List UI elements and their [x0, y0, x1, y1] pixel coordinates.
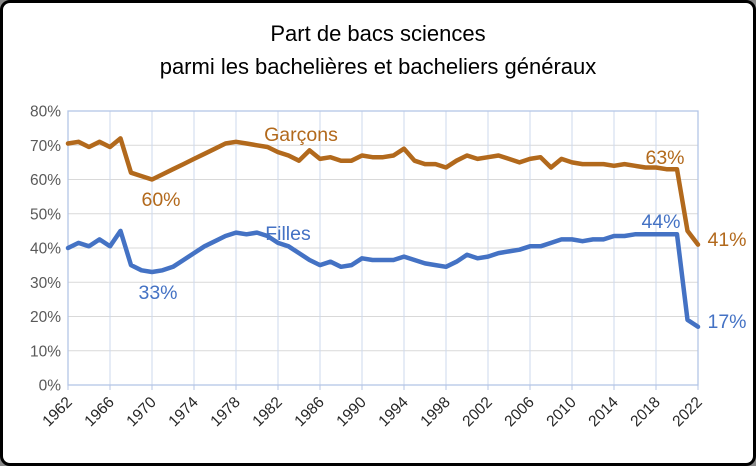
x-tick-label: 1990: [333, 394, 370, 431]
x-tick-label: 2014: [585, 394, 622, 431]
x-tick-label: 1998: [417, 394, 453, 430]
x-tick-label: 1978: [207, 394, 243, 430]
chart-title-line2: parmi les bachelières et bacheliers géné…: [159, 54, 597, 79]
annotation-garons: Garçons: [264, 124, 338, 146]
y-tick-label: 60%: [30, 172, 61, 189]
x-tick-label: 2002: [459, 394, 495, 430]
x-tick-label: 1962: [39, 394, 75, 430]
plot-border: [67, 110, 699, 390]
series-line-filles: [65, 228, 701, 330]
y-axis-labels: 0% 10% 20% 30% 40% 50% 60% 70% 80%: [30, 104, 61, 395]
annotation-41: 41%: [707, 229, 746, 251]
y-tick-label: 30%: [30, 275, 61, 292]
x-tick-label: 1994: [375, 394, 412, 431]
x-tick-label: 2018: [627, 394, 663, 430]
x-tick-label: 1970: [123, 394, 160, 431]
y-tick-label: 0%: [39, 378, 62, 395]
x-tick-label: 2006: [501, 394, 537, 430]
series-line-garons: [65, 136, 701, 247]
x-tick-label: 1982: [249, 394, 285, 430]
y-tick-label: 70%: [30, 138, 61, 155]
chart-title: Part de bacs sciences parmi les bacheliè…: [3, 17, 753, 83]
line-chart-canvas: 0%10%20%30%40%50%60%70%80%1962 1966 1970 19…: [30, 104, 747, 431]
annotations: Garçons Filles 60% 33% 63% 44% 41% 17%: [138, 124, 746, 333]
x-tick-label: 1986: [291, 394, 327, 430]
y-tick-label: 10%: [30, 343, 61, 360]
x-tick-label: 1974: [165, 394, 202, 431]
annotation-17: 17%: [707, 311, 746, 333]
y-tick-label: 80%: [30, 104, 61, 121]
y-tick-label: 50%: [30, 206, 61, 223]
annotation-63: 63%: [645, 147, 684, 169]
x-tick-label: 2010: [543, 394, 580, 431]
x-axis-labels: 1962 1966 1970 1974 1978 1982 1986 1990 1994 1998…: [39, 394, 705, 431]
y-tick-label: 20%: [30, 309, 61, 326]
annotation-44: 44%: [641, 211, 680, 233]
annotation-filles: Filles: [265, 223, 311, 245]
annotation-33: 33%: [138, 282, 177, 304]
horizontal-gridlines: [68, 110, 698, 352]
annotation-60: 60%: [141, 189, 180, 211]
x-tick-label: 1966: [81, 394, 117, 430]
x-tick-label: 2022: [669, 394, 705, 430]
y-tick-label: 40%: [30, 241, 61, 258]
chart-title-line1: Part de bacs sciences: [270, 21, 486, 46]
